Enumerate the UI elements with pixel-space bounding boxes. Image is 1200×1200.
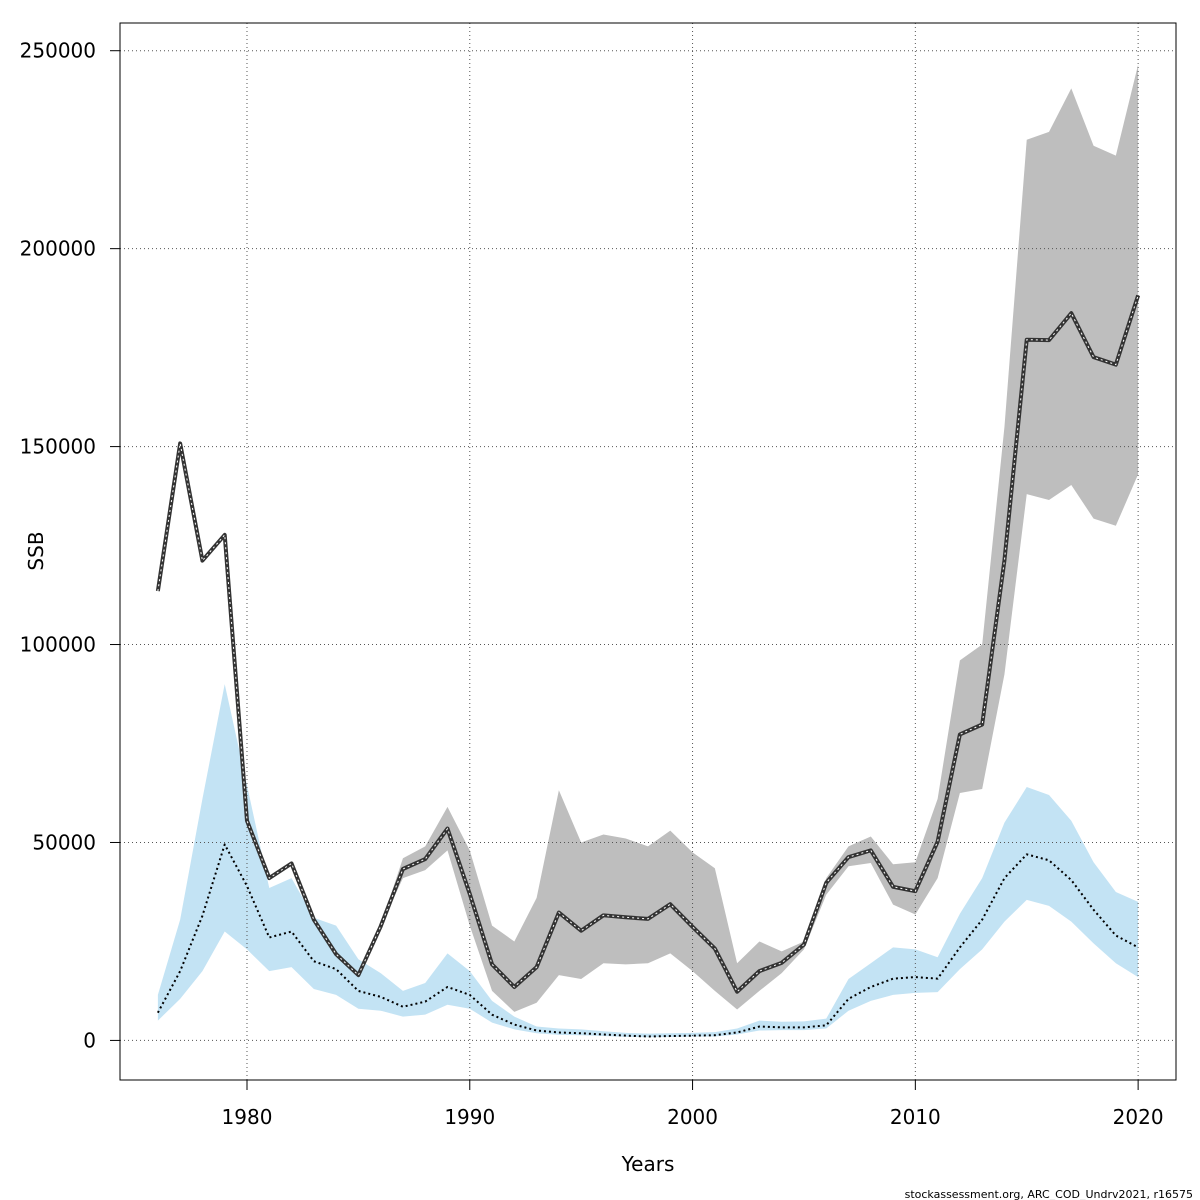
series-1-confidence-band — [157, 64, 1139, 1012]
axes: 1980 1990 2000 2010 2020 0 50000 100000 150000 20… — [20, 39, 1164, 1129]
x-tick-label: 2010 — [890, 1105, 941, 1129]
grid-lines — [120, 23, 1176, 1080]
x-tick-label: 1990 — [444, 1105, 495, 1129]
y-tick-label: 200000 — [20, 237, 96, 261]
y-axis-title: SSB — [24, 531, 48, 570]
y-tick-label: 150000 — [20, 435, 96, 459]
x-tick-label: 1980 — [222, 1105, 273, 1129]
y-tick-label: 250000 — [20, 39, 96, 63]
x-tick-label: 2020 — [1113, 1105, 1164, 1129]
series-1-line-dots — [157, 295, 1139, 993]
y-tick-label: 0 — [83, 1028, 96, 1052]
y-tick-label: 50000 — [32, 830, 96, 854]
x-axis-title: Years — [621, 1152, 675, 1176]
series-2-confidence-band — [157, 684, 1139, 1038]
y-tick-label: 100000 — [20, 633, 96, 657]
footer-credit: stockassessment.org, ARC_COD_Undrv2021, … — [905, 1188, 1193, 1200]
x-tick-label: 2000 — [667, 1105, 718, 1129]
plot-frame — [119, 22, 1177, 1081]
series-lines — [155, 294, 1141, 1038]
confidence-bands — [157, 64, 1139, 1038]
